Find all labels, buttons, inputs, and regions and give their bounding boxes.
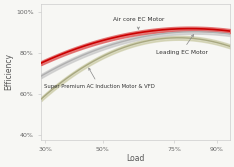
Text: Super Premium AC Induction Motor & VFD: Super Premium AC Induction Motor & VFD — [44, 68, 155, 89]
Text: Leading EC Motor: Leading EC Motor — [156, 35, 207, 55]
Y-axis label: Efficiency: Efficiency — [4, 53, 13, 91]
X-axis label: Load: Load — [126, 154, 145, 163]
Text: Air core EC Motor: Air core EC Motor — [113, 17, 164, 29]
